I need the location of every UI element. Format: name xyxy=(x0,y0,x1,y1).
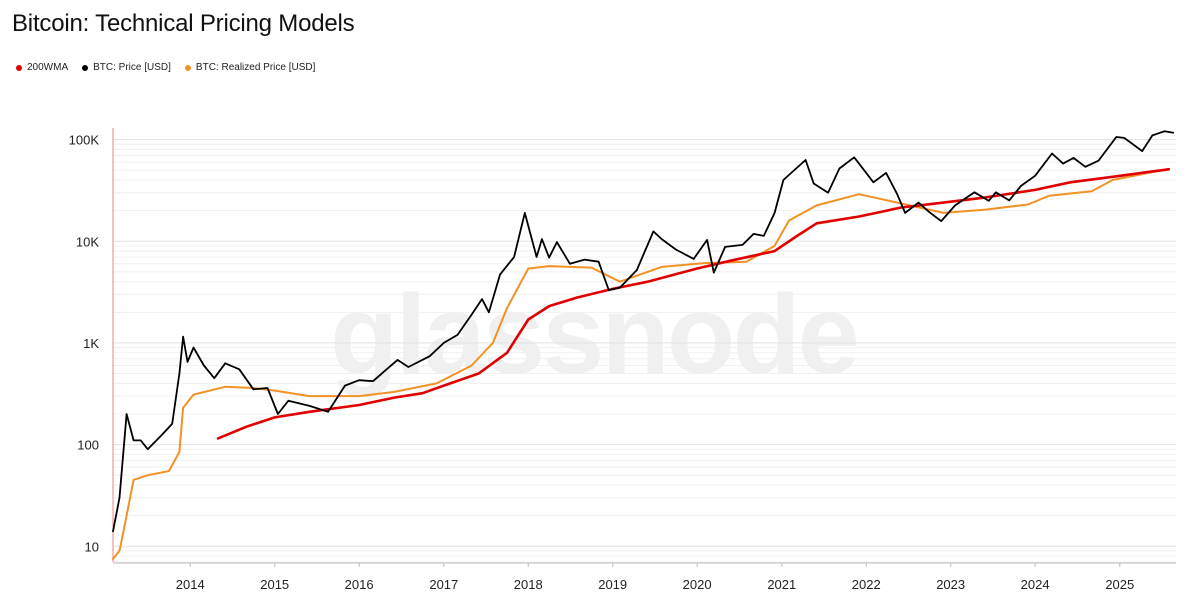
x-tick-label: 2014 xyxy=(176,577,205,592)
legend-marker-realized-price xyxy=(184,64,191,71)
y-tick-label: 100K xyxy=(69,133,100,148)
x-tick-label: 2021 xyxy=(767,577,796,592)
series-line-btc-price xyxy=(112,130,1175,533)
x-tick-label: 2022 xyxy=(852,577,881,592)
x-tick-label: 2015 xyxy=(260,577,289,592)
chart-legend: 200WMA BTC: Price [USD] BTC: Realized Pr… xyxy=(16,62,315,73)
legend-label-btc-price: BTC: Price [USD] xyxy=(93,62,171,73)
x-tick-label: 2019 xyxy=(598,577,627,592)
y-tick-label: 1K xyxy=(83,336,99,351)
y-tick-label: 100 xyxy=(77,438,99,453)
x-tick-label: 2016 xyxy=(345,577,374,592)
legend-marker-btc-price xyxy=(82,64,89,71)
y-tick-label: 10K xyxy=(76,234,99,249)
x-tick-label: 2023 xyxy=(936,577,965,592)
x-tick-label: 2018 xyxy=(514,577,543,592)
legend-marker-200wma xyxy=(16,64,22,71)
series-line-realized-price xyxy=(112,167,1170,560)
x-tick-label: 2017 xyxy=(429,577,458,592)
x-tick-label: 2024 xyxy=(1021,577,1050,592)
x-tick-label: 2025 xyxy=(1105,577,1134,592)
legend-item-200wma[interactable]: 200WMA xyxy=(16,62,68,73)
legend-item-btc-price[interactable]: BTC: Price [USD] xyxy=(82,62,171,73)
x-tick-label: 2020 xyxy=(683,577,712,592)
series-line-200wma xyxy=(216,168,1171,440)
legend-item-realized-price[interactable]: BTC: Realized Price [USD] xyxy=(184,62,316,73)
y-tick-label: 10 xyxy=(85,539,99,554)
legend-label-200wma: 200WMA xyxy=(27,62,69,73)
legend-label-realized-price: BTC: Realized Price [USD] xyxy=(195,62,316,73)
chart-title: Bitcoin: Technical Pricing Models xyxy=(12,10,355,37)
